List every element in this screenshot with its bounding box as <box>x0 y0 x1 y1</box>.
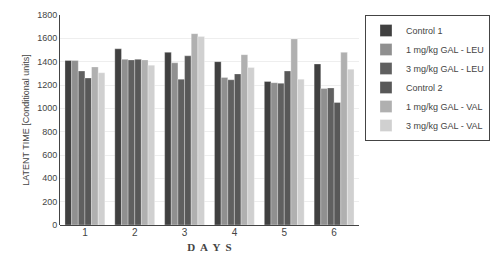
svg-text:1400: 1400 <box>37 57 57 67</box>
svg-text:200: 200 <box>42 197 57 207</box>
svg-text:6: 6 <box>331 227 337 238</box>
svg-text:600: 600 <box>42 150 57 160</box>
svg-text:1000: 1000 <box>37 103 57 113</box>
svg-text:400: 400 <box>42 173 57 183</box>
svg-text:Control 1: Control 1 <box>406 26 443 36</box>
svg-text:1 mg/kg GAL - VAL: 1 mg/kg GAL - VAL <box>406 102 483 112</box>
svg-text:800: 800 <box>42 127 57 137</box>
svg-text:1 mg/kg GAL - LEU: 1 mg/kg GAL - LEU <box>406 45 484 55</box>
svg-text:LATENT TIME [Conditional units: LATENT TIME [Conditional units] <box>21 54 31 186</box>
svg-text:1600: 1600 <box>37 33 57 43</box>
svg-text:0: 0 <box>52 220 57 230</box>
svg-text:Control 2: Control 2 <box>406 83 443 93</box>
svg-text:1800: 1800 <box>37 10 57 20</box>
svg-text:1: 1 <box>82 227 88 238</box>
svg-text:5: 5 <box>281 227 287 238</box>
svg-text:1200: 1200 <box>37 80 57 90</box>
svg-text:4: 4 <box>232 227 238 238</box>
svg-text:3 mg/kg GAL - LEU: 3 mg/kg GAL - LEU <box>406 64 484 74</box>
svg-text:D A Y S: D A Y S <box>187 241 231 253</box>
svg-text:3 mg/kg GAL - VAL: 3 mg/kg GAL - VAL <box>406 121 483 131</box>
svg-text:2: 2 <box>132 227 138 238</box>
svg-text:3: 3 <box>182 227 188 238</box>
